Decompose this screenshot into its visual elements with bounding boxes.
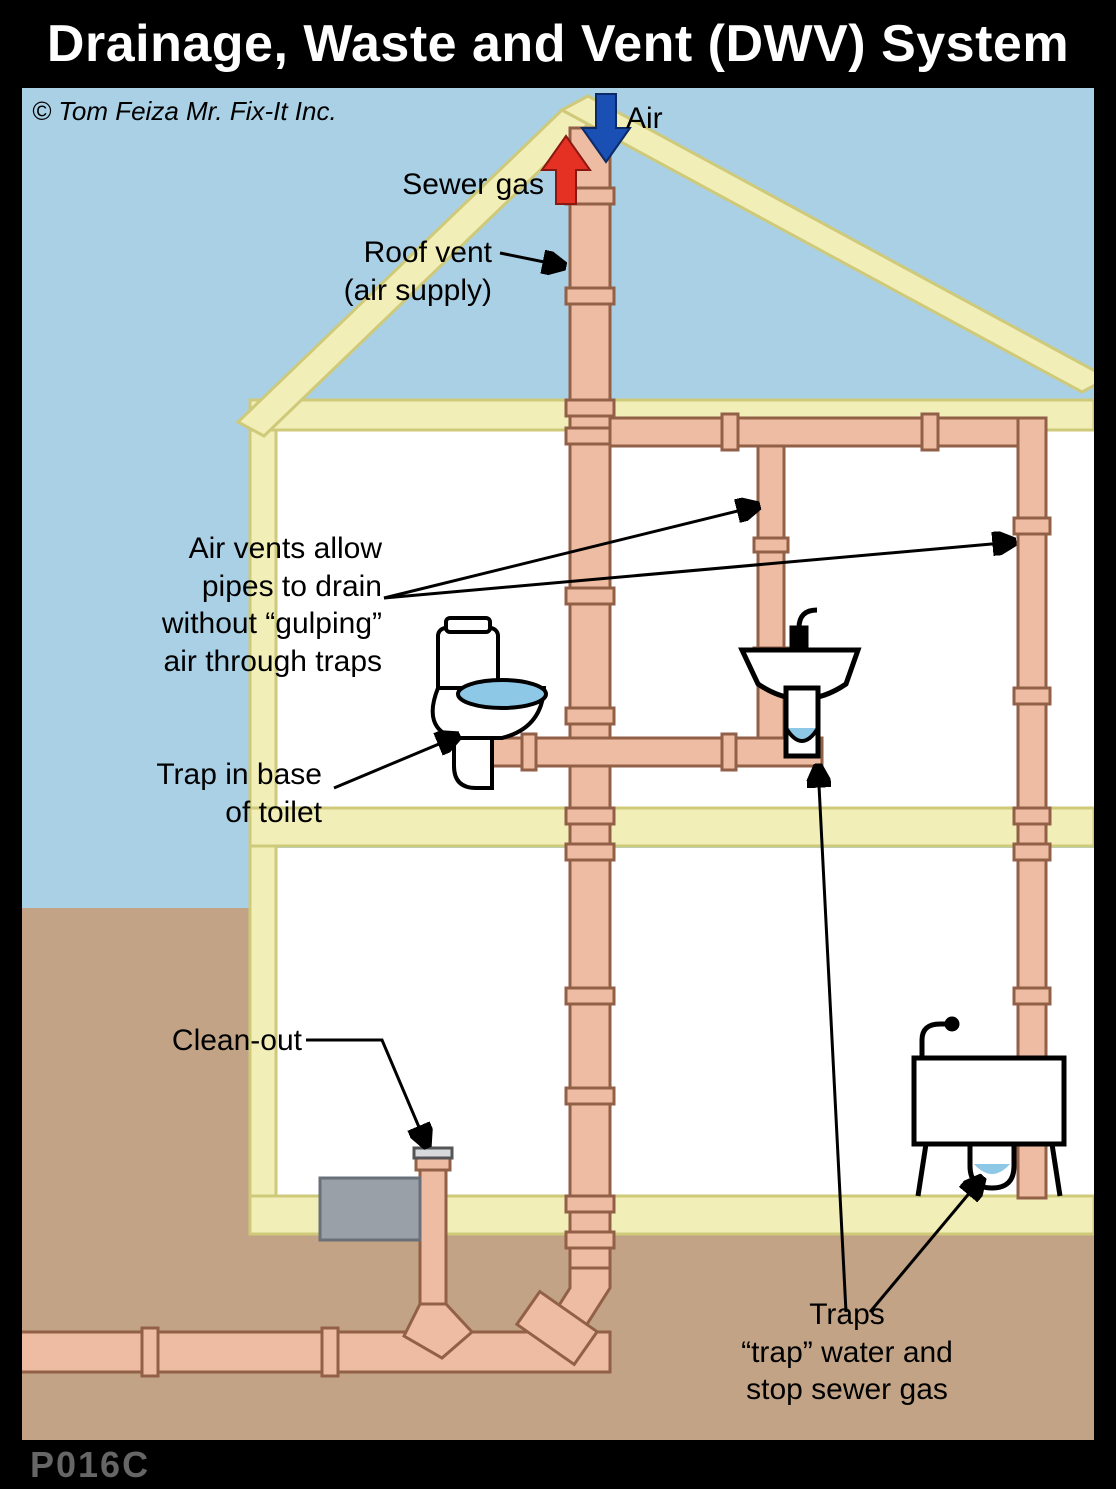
label-roof-vent: Roof vent (air supply) — [272, 234, 492, 309]
figure-title: Drainage, Waste and Vent (DWV) System — [0, 0, 1116, 88]
label-trap-toilet: Trap in base of toilet — [82, 756, 322, 831]
label-air-vents-l3: without “gulping” — [162, 607, 382, 640]
label-traps-l2: “trap” water and — [741, 1336, 953, 1369]
figure-container: Drainage, Waste and Vent (DWV) System © … — [0, 0, 1116, 1489]
label-trap-toilet-l2: of toilet — [225, 796, 322, 829]
label-air-vents-l1: Air vents allow — [189, 532, 382, 565]
diagram-area: © Tom Feiza Mr. Fix-It Inc. — [22, 88, 1094, 1440]
label-air: Air — [626, 100, 663, 138]
label-traps-l3: stop sewer gas — [746, 1373, 948, 1406]
label-trap-toilet-l1: Trap in base — [156, 758, 322, 791]
label-air-vents: Air vents allow pipes to drain without “… — [102, 530, 382, 680]
label-traps: Traps “trap” water and stop sewer gas — [682, 1296, 1012, 1409]
label-sewer-gas: Sewer gas — [364, 166, 544, 204]
label-roof-vent-l2: (air supply) — [344, 274, 492, 307]
label-air-vents-l4: air through traps — [164, 645, 382, 678]
figure-code: P016C — [30, 1444, 150, 1486]
label-traps-l1: Traps — [809, 1298, 885, 1331]
label-air-vents-l2: pipes to drain — [202, 570, 382, 603]
cleanout-box — [320, 1178, 420, 1240]
label-clean-out: Clean-out — [102, 1022, 302, 1060]
label-roof-vent-l1: Roof vent — [364, 236, 492, 269]
